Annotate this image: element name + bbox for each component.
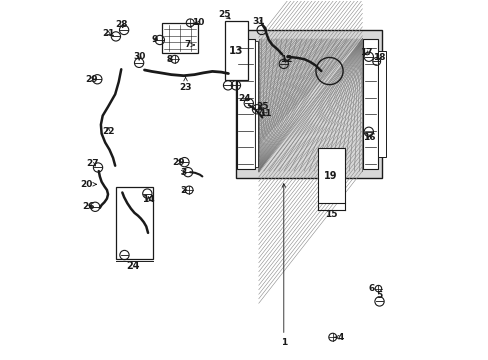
- Bar: [317, 148, 344, 203]
- Bar: [235, 30, 381, 178]
- Text: 14: 14: [142, 195, 155, 204]
- Text: 13: 13: [229, 45, 243, 55]
- Text: 3: 3: [180, 168, 186, 177]
- Text: 15: 15: [324, 210, 337, 219]
- Text: 5: 5: [376, 291, 382, 300]
- Text: 29: 29: [172, 158, 184, 167]
- Bar: [378, 51, 385, 157]
- Text: 17: 17: [359, 48, 371, 57]
- Text: 7: 7: [184, 40, 194, 49]
- Text: 18: 18: [372, 53, 385, 62]
- Text: 10: 10: [191, 18, 204, 27]
- Bar: [116, 187, 153, 258]
- Text: 8: 8: [166, 55, 172, 64]
- Text: 11: 11: [259, 109, 271, 118]
- Text: 28: 28: [116, 20, 128, 29]
- Text: 21: 21: [102, 29, 115, 38]
- Text: 24: 24: [238, 94, 250, 103]
- Text: 27: 27: [86, 159, 99, 168]
- Text: 9: 9: [151, 36, 157, 45]
- Bar: [255, 41, 258, 167]
- Text: 29: 29: [85, 75, 98, 84]
- Text: 31: 31: [252, 17, 264, 26]
- Text: 30: 30: [133, 52, 145, 61]
- Text: 16: 16: [363, 132, 375, 141]
- Text: 22: 22: [102, 127, 114, 136]
- Text: 25: 25: [218, 10, 231, 19]
- Text: 25: 25: [255, 102, 268, 111]
- Bar: [162, 23, 198, 53]
- Text: 4: 4: [334, 333, 344, 342]
- Text: 26: 26: [81, 202, 94, 211]
- Text: 6: 6: [368, 284, 374, 293]
- Text: 19: 19: [324, 171, 337, 180]
- Text: 24: 24: [126, 261, 140, 271]
- Text: 20: 20: [80, 180, 96, 189]
- Text: 2: 2: [180, 185, 186, 194]
- Text: 1: 1: [280, 184, 286, 347]
- Bar: [236, 39, 255, 169]
- Bar: [363, 39, 377, 169]
- Text: 12: 12: [280, 55, 292, 64]
- Text: 23: 23: [179, 77, 191, 92]
- Bar: [224, 21, 247, 80]
